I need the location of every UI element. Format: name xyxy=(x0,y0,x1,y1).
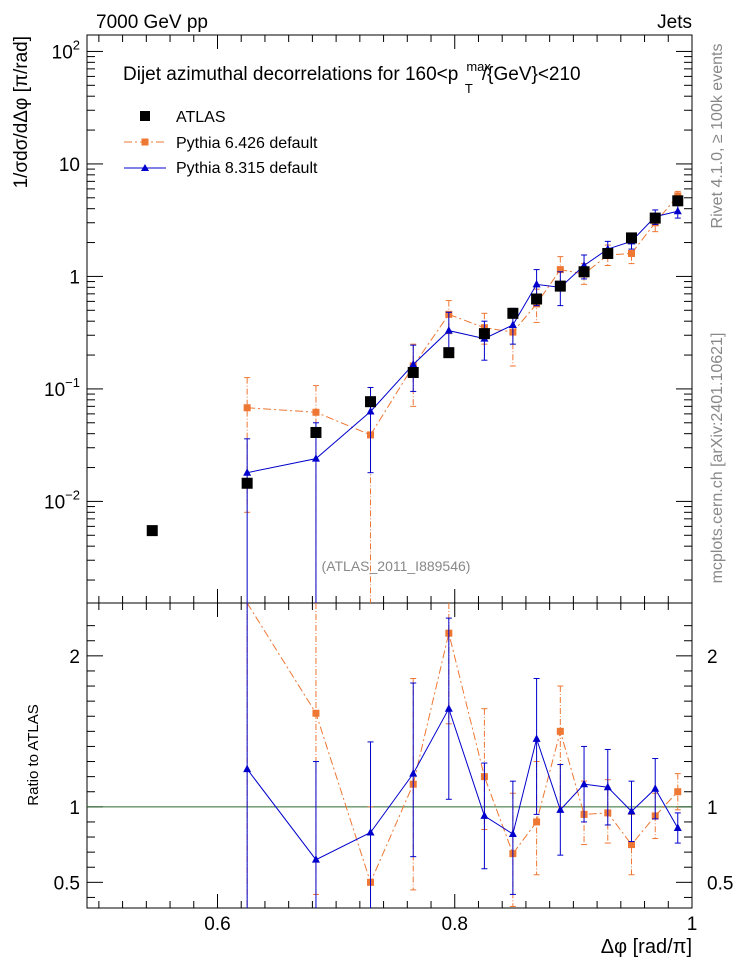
main-atlas-point xyxy=(146,525,158,537)
ratio-pythia-8-315-default-point xyxy=(673,823,682,831)
chart-title-tail: /{GeV}<210 xyxy=(482,64,581,85)
y-tick-exponent: −1 xyxy=(65,375,80,390)
ratio-pythia-6-426-default-point xyxy=(628,841,635,849)
main-y-axis-label: 1/σdσ/dΔφ [π/rad] xyxy=(11,36,32,188)
legend: ATLAS Pythia 6.426 default Pythia 8.315 … xyxy=(124,109,318,177)
ratio-pythia-8-315-default-point xyxy=(444,704,453,712)
ratio-y-tick-label: 1 xyxy=(69,798,80,819)
header-right: Jets xyxy=(657,12,692,33)
main-atlas-point xyxy=(365,396,377,408)
main-atlas-point xyxy=(578,266,590,278)
ratio-y-tick-label: 2 xyxy=(69,647,80,668)
main-pythia-6-426-default-point xyxy=(628,249,635,257)
ratio-y-tick-label-right: 1 xyxy=(707,798,718,819)
ratio-y-axis-label: Ratio to ATLAS xyxy=(25,704,42,805)
main-y-tick-label: 10 xyxy=(59,155,80,176)
y-tick-exponent: −2 xyxy=(65,487,80,502)
ratio-pythia-8-315-default-point xyxy=(651,784,660,792)
chart-title-main: Dijet azimuthal decorrelations for 160<p xyxy=(123,64,458,85)
y-tick-base: 10 xyxy=(44,492,65,513)
ratio-pythia-6-426-default-point xyxy=(312,709,320,717)
ratio-pythia-8-315-default-point xyxy=(480,811,489,819)
main-atlas-point xyxy=(554,280,566,292)
ratio-pythia-8-315-default-point xyxy=(627,806,636,815)
legend-pythia8-label: Pythia 8.315 default xyxy=(176,160,318,177)
ratio-pythia-6-426-default-point xyxy=(556,727,564,735)
ratio-pythia-8-315-default-point xyxy=(366,828,375,836)
main-y-tick-label: 10−2 xyxy=(44,487,80,513)
y-tick-base: 10 xyxy=(52,42,73,63)
ratio-pythia-6-426-default-line xyxy=(246,602,679,884)
x-tick-label: 0.8 xyxy=(442,914,468,935)
main-atlas-point xyxy=(241,477,253,489)
main-pythia-8-315-default-point xyxy=(409,359,418,368)
ratio-y-tick-label: 0.5 xyxy=(54,873,80,894)
y-tick-base: 10 xyxy=(44,380,65,401)
main-pythia-8-315-default-point xyxy=(673,206,682,215)
analysis-watermark: (ATLAS_2011_I889546) xyxy=(322,558,471,574)
ratio-pythia-6-426-default-point xyxy=(674,788,682,796)
main-atlas-point xyxy=(310,426,322,438)
ratio-pythia-8-315-default-point xyxy=(603,782,612,791)
main-pythia-6-426-default-line xyxy=(247,195,679,436)
x-tick-label: 1 xyxy=(687,914,698,935)
main-atlas-point xyxy=(507,307,519,319)
main-y-tick-label: 10−1 xyxy=(44,375,80,401)
main-pythia-8-315-default-point xyxy=(532,279,541,288)
ratio-plot-frame xyxy=(86,602,693,909)
main-pythia-8-315-default-point xyxy=(311,454,320,462)
ratio-pythia-8-315-default-point xyxy=(508,829,517,838)
chart-title-sub: T xyxy=(465,81,473,96)
ratio-pythia-8-315-default-point xyxy=(243,764,252,773)
main-pythia-8-315-default-point xyxy=(444,326,453,334)
x-axis-label: Δφ [rad/π] xyxy=(601,936,692,958)
chart-title: Dijet azimuthal decorrelations for 160<p… xyxy=(123,59,581,96)
legend-pythia6-marker xyxy=(141,138,149,146)
main-pythia-8-315-default-point xyxy=(243,468,252,476)
main-atlas-point xyxy=(531,293,543,305)
ratio-data-layer xyxy=(243,602,682,908)
main-pythia-6-426-default-point xyxy=(312,408,320,416)
main-y-tick-label: 1 xyxy=(69,267,80,288)
main-atlas-point xyxy=(672,195,684,207)
rivet-label: Rivet 4.1.0, ≥ 100k events xyxy=(709,44,726,229)
x-tick-label: 0.6 xyxy=(204,914,230,935)
main-y-tick-label: 102 xyxy=(52,37,80,63)
main-pythia-6-426-default-point xyxy=(556,266,564,274)
ratio-pythia-8-315-default-point xyxy=(532,734,541,742)
main-pythia-8-315-default-point xyxy=(366,406,375,415)
chart-title-sup: max xyxy=(466,59,491,74)
main-atlas-point xyxy=(626,232,637,244)
legend-pythia6-label: Pythia 6.426 default xyxy=(176,135,318,152)
legend-atlas-marker xyxy=(140,111,150,121)
ratio-pythia-8-315-default-point xyxy=(311,855,320,863)
ratio-pythia-8-315-default-point xyxy=(580,779,589,788)
main-pythia-8-315-default-point xyxy=(508,320,517,328)
main-atlas-point xyxy=(478,328,490,340)
legend-pythia8-marker xyxy=(141,164,149,171)
main-pythia-6-426-default-point xyxy=(243,404,251,412)
y-tick-exponent: 2 xyxy=(73,37,80,52)
main-atlas-point xyxy=(407,366,419,378)
source-label: mcplots.cern.ch [arXiv:2401.10621] xyxy=(709,333,726,584)
main-data-layer xyxy=(146,190,684,603)
main-atlas-point xyxy=(602,247,614,259)
ratio-pythia-8-315-default-point xyxy=(556,805,565,813)
main-atlas-point xyxy=(443,347,455,359)
ratio-pythia-6-426-default-point xyxy=(533,818,541,826)
ratio-y-tick-label-right: 2 xyxy=(707,647,718,668)
main-atlas-point xyxy=(649,212,661,224)
header-left: 7000 GeV pp xyxy=(96,12,208,33)
ratio-y-tick-label-right: 0.5 xyxy=(707,873,733,894)
ratio-pythia-8-315-default-line xyxy=(246,707,679,861)
legend-atlas-label: ATLAS xyxy=(176,109,226,126)
ratio-pythia-8-315-default-point xyxy=(409,769,418,777)
